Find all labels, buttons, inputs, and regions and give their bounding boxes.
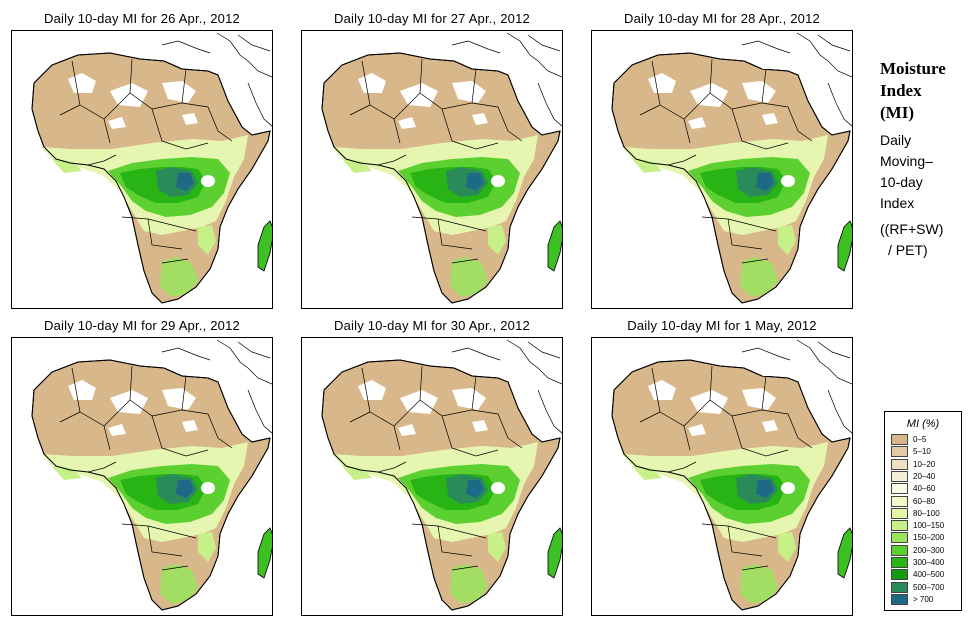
description-line: Daily bbox=[880, 132, 912, 148]
index-formula: ((RF+SW) / PET) bbox=[880, 219, 943, 261]
africa-map bbox=[11, 337, 273, 616]
legend-label: 100–150 bbox=[913, 521, 945, 531]
map-panel-3: Daily 10-day MI for 28 Apr., 2012 bbox=[591, 9, 853, 309]
panel-title: Daily 10-day MI for 29 Apr., 2012 bbox=[44, 318, 240, 333]
legend-swatch bbox=[891, 495, 908, 507]
legend-swatch bbox=[891, 569, 908, 581]
legend-swatch bbox=[891, 483, 908, 495]
legend-label: 200–300 bbox=[913, 545, 945, 555]
africa-map bbox=[591, 30, 853, 309]
legend-swatch bbox=[891, 593, 908, 605]
map-panel-1: Daily 10-day MI for 26 Apr., 2012 bbox=[11, 9, 273, 309]
description-line: Moving– bbox=[880, 153, 933, 169]
legend-label: 40–60 bbox=[913, 484, 936, 494]
legend-label: 10–20 bbox=[913, 459, 936, 469]
description-line: 10-day bbox=[880, 174, 923, 190]
formula-line: ((RF+SW) bbox=[880, 221, 944, 237]
title-line: Moisture bbox=[880, 59, 946, 78]
legend-swatch bbox=[891, 532, 908, 544]
africa-map bbox=[301, 337, 563, 616]
africa-map bbox=[301, 30, 563, 309]
panel-title: Daily 10-day MI for 27 Apr., 2012 bbox=[334, 11, 530, 26]
legend-label: 80–100 bbox=[913, 508, 940, 518]
index-description: Daily Moving– 10-day Index bbox=[880, 130, 933, 214]
legend-swatch bbox=[891, 581, 908, 593]
africa-map bbox=[591, 337, 853, 616]
legend-swatch bbox=[891, 458, 908, 470]
legend-label: 300–400 bbox=[913, 558, 945, 567]
legend-swatch bbox=[891, 507, 908, 519]
map-panel-2: Daily 10-day MI for 27 Apr., 2012 bbox=[301, 9, 563, 309]
legend-label: > 700 bbox=[913, 594, 934, 604]
panel-title: Daily 10-day MI for 30 Apr., 2012 bbox=[334, 318, 530, 333]
map-panel-6: Daily 10-day MI for 1 May, 2012 bbox=[591, 316, 853, 616]
legend-swatch bbox=[891, 557, 908, 568]
legend-swatch bbox=[891, 470, 908, 482]
legend-swatch bbox=[891, 520, 908, 532]
title-line: Index bbox=[880, 81, 922, 100]
panel-title: Daily 10-day MI for 26 Apr., 2012 bbox=[44, 11, 240, 26]
legend-swatch bbox=[891, 434, 908, 445]
legend-label: 150–200 bbox=[913, 533, 945, 543]
formula-line: / PET) bbox=[888, 242, 928, 258]
map-panel-5: Daily 10-day MI for 30 Apr., 2012 bbox=[301, 316, 563, 616]
map-panel-4: Daily 10-day MI for 29 Apr., 2012 bbox=[11, 316, 273, 616]
title-line: (MI) bbox=[880, 103, 914, 122]
legend-title: MI (%) bbox=[906, 418, 940, 430]
legend-label: 5–10 bbox=[913, 447, 931, 457]
legend-label: 20–40 bbox=[913, 471, 936, 481]
legend-swatch bbox=[891, 544, 908, 556]
africa-map bbox=[11, 30, 273, 309]
moisture-index-title: Moisture Index (MI) bbox=[880, 58, 970, 124]
color-legend: MI (%) 0–5 5–10 10–20 20–40 40–60 60–80 80–100… bbox=[884, 411, 962, 611]
panel-title: Daily 10-day MI for 28 Apr., 2012 bbox=[624, 11, 820, 26]
description-line: Index bbox=[880, 195, 915, 211]
legend-label: 0–5 bbox=[913, 435, 927, 444]
legend-label: 500–700 bbox=[913, 582, 945, 592]
legend-label: 400–500 bbox=[913, 570, 945, 580]
panel-title: Daily 10-day MI for 1 May, 2012 bbox=[627, 318, 817, 333]
legend-swatch bbox=[891, 446, 908, 458]
legend-label: 60–80 bbox=[913, 496, 936, 506]
